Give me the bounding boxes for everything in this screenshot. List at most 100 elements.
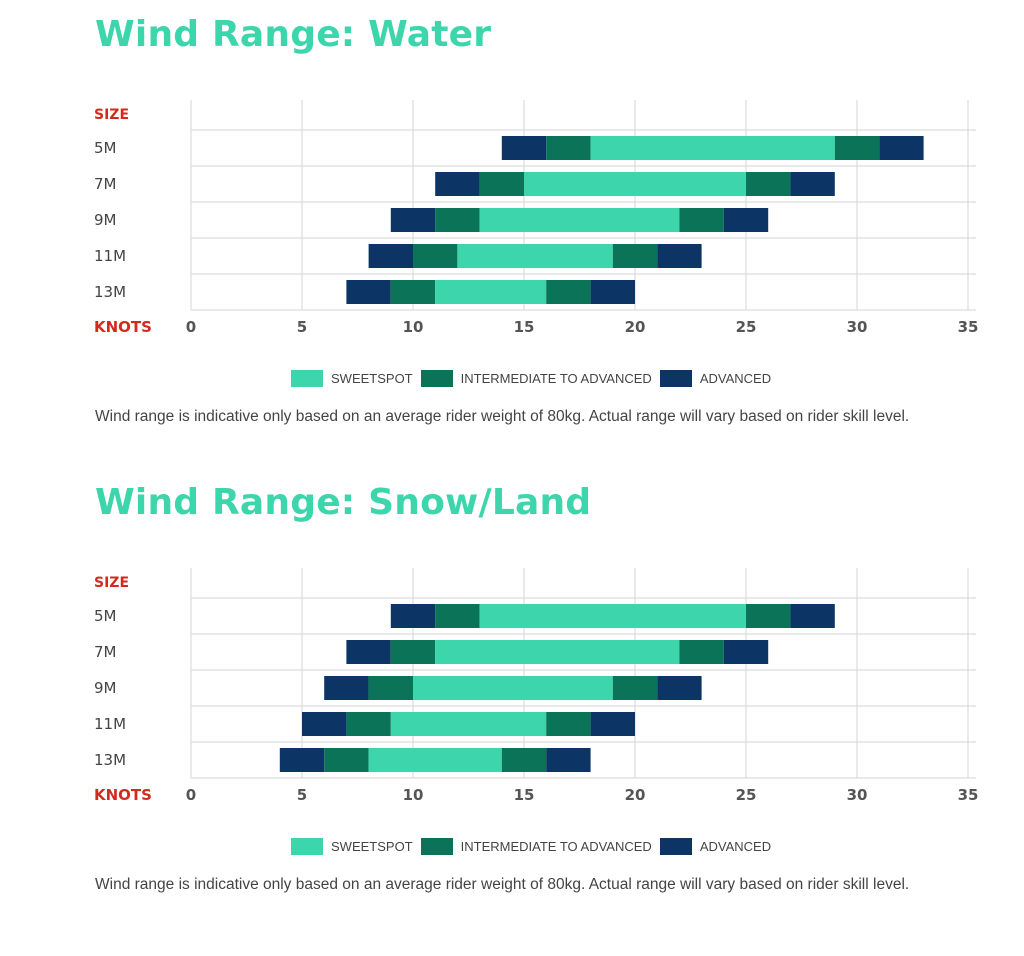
bar-segment-advanced — [879, 136, 924, 160]
bar-segment-advanced — [324, 676, 369, 700]
bar-segment-intermediate — [479, 172, 524, 196]
x-tick-label: 0 — [186, 786, 196, 804]
legend-label-advanced: ADVANCED — [699, 370, 772, 386]
bar-segment-advanced — [302, 712, 347, 736]
legend-item-advanced: ADVANCED — [659, 837, 772, 855]
size-label: 5M — [94, 139, 117, 157]
x-tick-label: 5 — [297, 786, 307, 804]
legend-item-intermediate: INTERMEDIATE TO ADVANCED — [420, 837, 652, 855]
size-label: 11M — [94, 715, 126, 733]
x-tick-label: 35 — [958, 318, 979, 336]
bar-segment-sweetspot — [368, 748, 502, 772]
x-tick-label: 0 — [186, 318, 196, 336]
section-title: Wind Range: Water — [95, 14, 492, 55]
bar-segment-intermediate — [746, 172, 791, 196]
x-tick-label: 25 — [736, 786, 757, 804]
size-label: 7M — [94, 643, 117, 661]
legend-item-sweetspot: SWEETSPOT — [291, 837, 413, 855]
wind-range-note: Wind range is indicative only based on a… — [95, 876, 910, 893]
wind-range-chart-snow-land: SIZE 5M 7M 9M 11M 13M KNOTS 0 5 10 15 20 25 30 35 — [94, 568, 979, 804]
x-tick-label: 25 — [736, 318, 757, 336]
x-tick-label: 30 — [847, 786, 868, 804]
x-tick-label: 15 — [514, 786, 535, 804]
size-label: 9M — [94, 211, 117, 229]
x-tick-label: 15 — [514, 318, 535, 336]
bar-segment-advanced — [657, 244, 702, 268]
bar-segment-intermediate — [679, 640, 724, 664]
legend-swatch-advanced — [659, 837, 692, 855]
x-axis-title: KNOTS — [94, 786, 152, 804]
bar-segment-intermediate — [612, 676, 658, 700]
bar-segment-advanced — [279, 748, 325, 772]
bar-segment-advanced — [346, 640, 391, 664]
x-tick-label: 10 — [403, 786, 424, 804]
bar-segment-advanced — [723, 640, 769, 664]
bar-segment-sweetspot — [590, 136, 835, 160]
legend-item-sweetspot: SWEETSPOT — [291, 369, 413, 387]
section-title: Wind Range: Snow/Land — [95, 482, 592, 523]
bar-segment-sweetspot — [435, 280, 547, 304]
wind-range-note: Wind range is indicative only based on a… — [95, 408, 910, 425]
bar-segment-advanced — [435, 172, 480, 196]
y-axis-title: SIZE — [94, 575, 129, 591]
bar-segment-intermediate — [746, 604, 791, 628]
bar-segment-advanced — [790, 604, 835, 628]
bar-segment-intermediate — [546, 136, 591, 160]
legend-item-intermediate: INTERMEDIATE TO ADVANCED — [420, 369, 652, 387]
bar-segment-sweetspot — [479, 604, 746, 628]
size-label: 13M — [94, 283, 126, 301]
bar-segment-advanced — [590, 280, 635, 304]
bar-segment-advanced — [368, 244, 413, 268]
bar-segment-intermediate — [435, 208, 480, 232]
legend-swatch-sweetspot — [291, 837, 323, 855]
bar-segment-advanced — [501, 136, 547, 160]
bar-segment-sweetspot — [479, 208, 680, 232]
bar-segment-sweetspot — [435, 640, 680, 664]
bar-segment-sweetspot — [413, 676, 613, 700]
bar-segment-intermediate — [413, 244, 458, 268]
x-tick-label: 20 — [625, 786, 646, 804]
bar-segment-advanced — [346, 280, 391, 304]
bar-segment-intermediate — [501, 748, 547, 772]
x-tick-label: 20 — [625, 318, 646, 336]
size-label: 11M — [94, 247, 126, 265]
legend-swatch-intermediate — [420, 369, 453, 387]
bar-segment-intermediate — [390, 640, 436, 664]
bar-segment-intermediate — [834, 136, 880, 160]
bar-segment-sweetspot — [457, 244, 613, 268]
legend-label-sweetspot: SWEETSPOT — [331, 838, 413, 854]
size-label: 5M — [94, 607, 117, 625]
chart-legend: SWEETSPOT INTERMEDIATE TO ADVANCED ADVAN… — [291, 368, 779, 388]
legend-label-intermediate: INTERMEDIATE TO ADVANCED — [460, 370, 652, 386]
legend-swatch-advanced — [659, 369, 692, 387]
legend-swatch-intermediate — [420, 837, 453, 855]
size-label: 9M — [94, 679, 117, 697]
legend-label-intermediate: INTERMEDIATE TO ADVANCED — [460, 838, 652, 854]
bar-segment-intermediate — [679, 208, 724, 232]
bar-segment-advanced — [546, 748, 591, 772]
legend-label-sweetspot: SWEETSPOT — [331, 370, 413, 386]
bar-segment-intermediate — [546, 712, 591, 736]
bar-segment-advanced — [723, 208, 769, 232]
bar-segment-intermediate — [435, 604, 480, 628]
bar-segment-intermediate — [368, 676, 413, 700]
bar-segment-advanced — [390, 208, 436, 232]
bar-segment-advanced — [590, 712, 635, 736]
bar-segment-advanced — [657, 676, 702, 700]
x-tick-label: 35 — [958, 786, 979, 804]
legend-item-advanced: ADVANCED — [659, 369, 772, 387]
x-axis-title: KNOTS — [94, 318, 152, 336]
bar-segment-intermediate — [546, 280, 591, 304]
wind-range-chart-water: SIZE 5M 7M 9M 11M 13M KNOTS 0 5 10 15 20 25 30 35 — [94, 100, 979, 336]
bar-segment-intermediate — [390, 280, 436, 304]
x-tick-label: 10 — [403, 318, 424, 336]
legend-label-advanced: ADVANCED — [699, 838, 772, 854]
bar-segment-intermediate — [612, 244, 658, 268]
legend-swatch-sweetspot — [291, 369, 323, 387]
chart-legend: SWEETSPOT INTERMEDIATE TO ADVANCED ADVAN… — [291, 836, 779, 856]
bar-segment-intermediate — [346, 712, 391, 736]
bar-segment-intermediate — [324, 748, 369, 772]
size-label: 13M — [94, 751, 126, 769]
size-label: 7M — [94, 175, 117, 193]
bar-segment-sweetspot — [524, 172, 746, 196]
